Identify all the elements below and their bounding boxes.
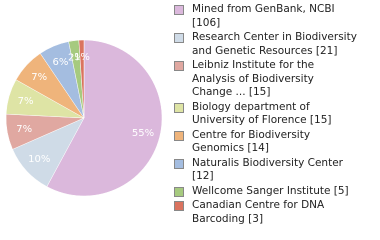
legend-swatch — [174, 5, 184, 15]
legend-swatch — [174, 33, 184, 43]
data-label: 7% — [16, 124, 32, 135]
data-label: 6% — [53, 57, 69, 68]
legend-swatch — [174, 61, 184, 71]
legend-label: Leibniz Institute for the Analysis of Bi… — [192, 59, 315, 98]
legend-item: Centre for Biodiversity Genomics [14] — [172, 129, 372, 156]
legend-label: Biology department of University of Flor… — [192, 100, 332, 127]
legend-label: Research Center in Biodiversity and Gene… — [192, 31, 357, 57]
pie-slice — [78, 39, 85, 119]
data-label: 10% — [28, 154, 50, 165]
legend-label: Canadian Centre for DNA Barcoding [3] — [192, 199, 325, 225]
legend-label: Mined from GenBank, NCBI [106] — [192, 3, 335, 29]
data-label: 7% — [31, 72, 47, 83]
pie-slice — [46, 39, 163, 197]
legend-swatch — [174, 130, 184, 141]
legend-swatch — [174, 201, 184, 211]
legend-item: Leibniz Institute for the Analysis of Bi… — [172, 59, 372, 100]
legend-swatch — [174, 186, 184, 197]
data-label: 55% — [132, 128, 154, 139]
legend: Mined from GenBank, NCBI [106] Research C… — [172, 3, 372, 227]
legend-item: Mined from GenBank, NCBI [106] — [172, 3, 372, 30]
legend-label: Naturalis Biodiversity Center [12] — [192, 156, 343, 183]
legend-item: Biology department of University of Flor… — [172, 101, 372, 128]
pie-chart: 55% 10% 7% 7% 7% 6% 2%1% — [5, 39, 163, 197]
legend-item: Wellcome Sanger Institute [5] — [172, 185, 372, 199]
legend-item: Naturalis Biodiversity Center [12] — [172, 157, 372, 184]
data-label: 2% — [68, 53, 84, 64]
legend-item: Canadian Centre for DNA Barcoding [3] — [172, 199, 372, 226]
data-label: 7% — [18, 96, 34, 107]
legend-item: Research Center in Biodiversity and Gene… — [172, 31, 372, 58]
legend-swatch — [174, 158, 184, 169]
legend-swatch — [174, 102, 184, 113]
data-label: 1% — [74, 52, 90, 63]
legend-label: Centre for Biodiversity Genomics [14] — [192, 128, 311, 155]
legend-label: Wellcome Sanger Institute [5] — [192, 184, 349, 197]
